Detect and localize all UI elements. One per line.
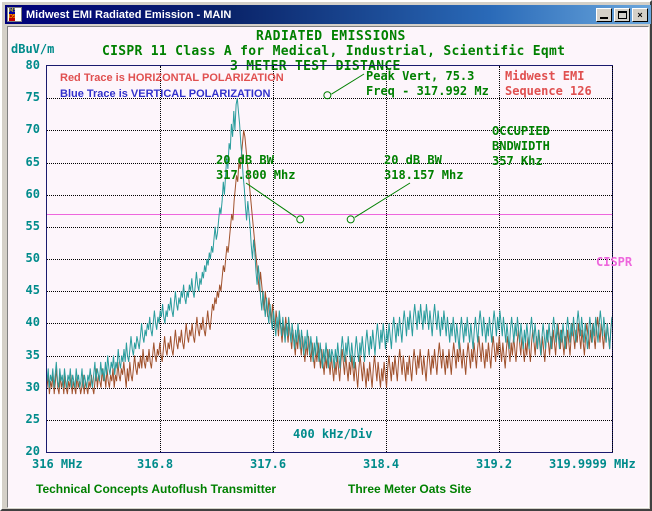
restore-button[interactable] bbox=[614, 7, 630, 22]
grid-line-horizontal bbox=[47, 98, 612, 100]
footer-right: Three Meter Oats Site bbox=[348, 482, 472, 496]
plot-area bbox=[46, 65, 613, 453]
y-tick-label: 30 bbox=[25, 379, 40, 394]
grid-line-horizontal bbox=[47, 419, 612, 421]
leader-line bbox=[331, 73, 365, 95]
x-tick-label: 316 MHz bbox=[32, 457, 83, 471]
occupied-bw-line2: BNDWIDTH bbox=[492, 139, 550, 153]
minimize-button[interactable] bbox=[596, 7, 612, 22]
grid-line-horizontal bbox=[47, 226, 612, 228]
window-buttons: × bbox=[596, 7, 648, 22]
y-tick-label: 25 bbox=[25, 411, 40, 426]
marker-circle bbox=[323, 91, 332, 100]
trace-vertical bbox=[47, 98, 612, 388]
grid-line-horizontal bbox=[47, 291, 612, 293]
plot-client-area: RADIATED EMISSIONS CISPR 11 Class A for … bbox=[7, 26, 649, 508]
occupied-bw-line1: OCCUPIED bbox=[492, 124, 550, 138]
legend-red-trace: Red Trace is HORIZONTAL POLARIZATION bbox=[60, 72, 284, 84]
y-tick-label: 80 bbox=[25, 58, 40, 72]
y-tick-label: 65 bbox=[25, 154, 40, 169]
y-tick-label: 20 bbox=[25, 444, 40, 458]
y-tick-label: 75 bbox=[25, 90, 40, 105]
annotation-leader-lines bbox=[245, 73, 411, 224]
cispr-limit-line bbox=[47, 213, 612, 215]
sequence-label: Sequence 126 bbox=[505, 84, 592, 98]
grid-line-horizontal bbox=[47, 387, 612, 389]
leader-line bbox=[245, 182, 297, 218]
peak-annotation-line2: Freq - 317.992 Mz bbox=[366, 84, 489, 98]
grid-line-horizontal bbox=[47, 194, 612, 196]
y-tick-label: 40 bbox=[25, 315, 40, 330]
grid-line-horizontal bbox=[47, 259, 612, 260]
x-tick-label: 317.6 bbox=[250, 457, 287, 471]
chart-title: RADIATED EMISSIONS bbox=[256, 29, 406, 44]
grid-line-horizontal bbox=[47, 130, 612, 132]
msdos-icon: MS DS bbox=[7, 7, 22, 22]
y-tick-label: 55 bbox=[25, 218, 40, 233]
bw-left-line1: 20 dB BW bbox=[216, 153, 274, 167]
bw-right-line1: 20 dB BW bbox=[384, 153, 442, 167]
y-tick-label: 35 bbox=[25, 347, 40, 362]
marker-circle bbox=[296, 215, 305, 224]
y-tick-label: 45 bbox=[25, 283, 40, 298]
bw-right-line2: 318.157 Mhz bbox=[384, 168, 464, 182]
trace-canvas bbox=[47, 98, 612, 395]
y-tick-label: 70 bbox=[25, 122, 40, 137]
x-tick-label: 316.8 bbox=[137, 457, 174, 471]
y-tick-label: 60 bbox=[25, 186, 40, 201]
grid-line-vertical bbox=[612, 66, 613, 452]
span-per-div-label: 400 kHz/Div bbox=[293, 427, 373, 441]
y-axis-title: dBuV/m bbox=[11, 42, 55, 56]
close-button[interactable]: × bbox=[632, 7, 648, 22]
footer-left: Technical Concepts Autoflush Transmitter bbox=[36, 482, 277, 496]
marker-circle bbox=[346, 215, 355, 224]
x-tick-label: 319.2 bbox=[476, 457, 513, 471]
title-bar[interactable]: MS DS Midwest EMI Radiated Emission - MAI… bbox=[5, 5, 651, 24]
window-title: Midwest EMI Radiated Emission - MAIN bbox=[26, 8, 232, 21]
bw-left-line2: 317.800 Mhz bbox=[216, 168, 296, 182]
cispr-limit-label: CISPR bbox=[596, 255, 633, 269]
legend-blue-trace: Blue Trace is VERTICAL POLARIZATION bbox=[60, 88, 271, 100]
chart-subtitle: CISPR 11 Class A for Medical, Industrial… bbox=[102, 44, 566, 59]
chart-test-distance: 3 METER TEST DISTANCE bbox=[230, 59, 401, 74]
trace-horizontal bbox=[47, 130, 612, 395]
y-tick-label: 50 bbox=[25, 251, 40, 265]
leader-line bbox=[354, 182, 411, 218]
peak-annotation-line1: Peak Vert, 75.3 bbox=[366, 69, 475, 83]
grid-line-horizontal bbox=[47, 162, 612, 164]
occupied-bw-line3: 357 Khz bbox=[492, 154, 543, 168]
x-tick-label: 319.9999 MHz bbox=[549, 457, 636, 471]
company-label: Midwest EMI bbox=[505, 69, 585, 83]
grid-line-horizontal bbox=[47, 323, 612, 325]
x-tick-label: 318.4 bbox=[363, 457, 400, 471]
